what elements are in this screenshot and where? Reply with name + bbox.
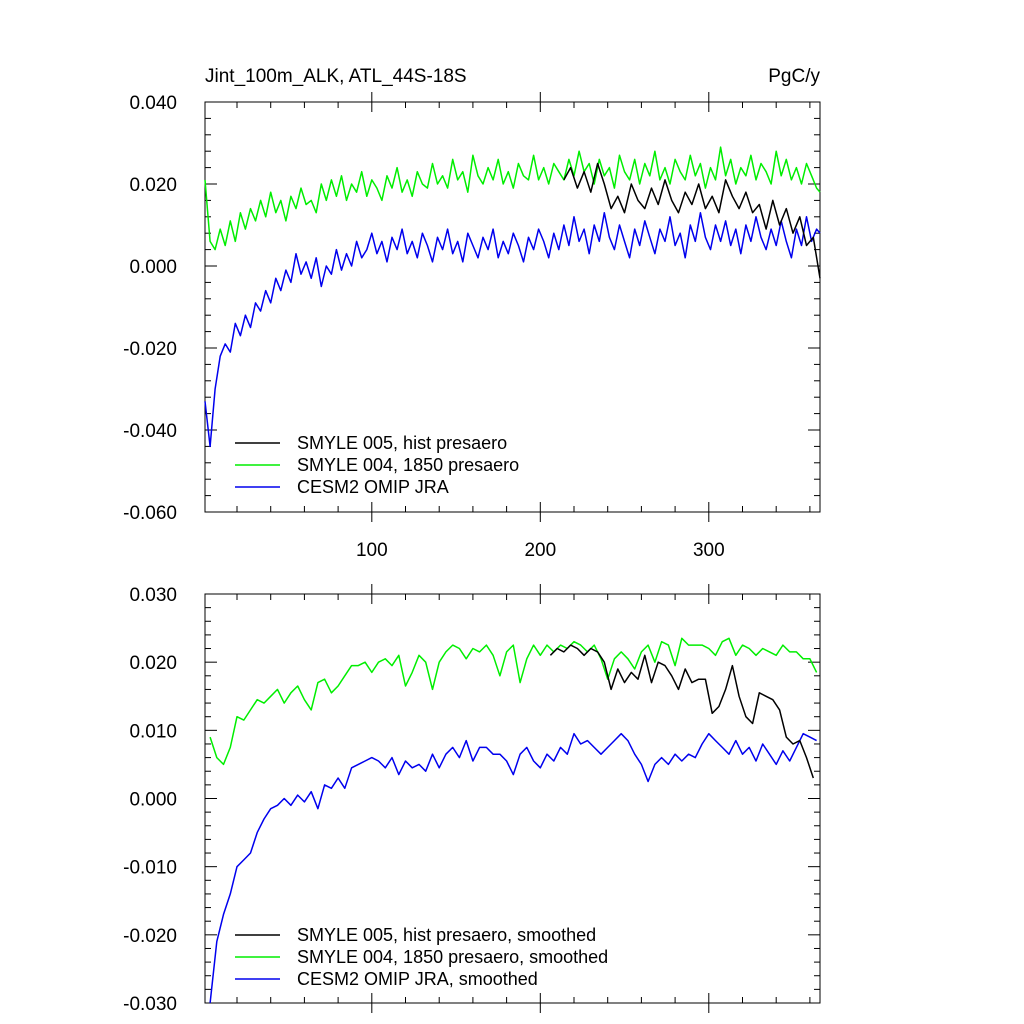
y-tick-label: 0.020 (129, 175, 177, 196)
legend-label: CESM2 OMIP JRA, smoothed (297, 969, 538, 989)
y-tick-label: -0.020 (123, 339, 177, 360)
series-line-2 (209, 732, 817, 1004)
y-tick-label: 0.040 (129, 93, 177, 114)
legend-label: CESM2 OMIP JRA (297, 477, 449, 497)
y-tick-label: 0.020 (129, 653, 177, 674)
chart-title: Jint_100m_ALK, ATL_44S-18S (205, 66, 467, 87)
y-tick-label: -0.040 (123, 421, 177, 442)
x-tick-label: 100 (356, 540, 388, 561)
y-tick-label: -0.060 (123, 503, 177, 524)
series-line-0 (563, 162, 821, 279)
y-tick-label: -0.020 (123, 926, 177, 947)
units-label: PgC/y (768, 66, 820, 87)
top-panel: -0.060 -0.040 -0.020 0.000 0.020 0.040 100 200 3… (123, 92, 821, 561)
y-tick-label: -0.010 (123, 858, 177, 879)
y-tick-label: -0.030 (123, 994, 177, 1015)
series-line-2 (204, 211, 821, 448)
plot-frame (204, 101, 821, 513)
legend-label: SMYLE 005, hist presaero (297, 433, 507, 453)
y-tick-label: 0.000 (129, 790, 177, 811)
y-tick-label: 0.010 (129, 721, 177, 742)
legend-label: SMYLE 004, 1850 presaero, smoothed (297, 947, 608, 967)
series-line-1 (204, 146, 821, 251)
legend-label: SMYLE 005, hist presaero, smoothed (297, 925, 596, 945)
x-tick-label: 200 (524, 540, 556, 561)
series-line-1 (209, 637, 818, 766)
y-tick-label: 0.000 (129, 257, 177, 278)
x-tick-label: 300 (693, 540, 725, 561)
y-tick-label: 0.030 (129, 585, 177, 606)
legend-label: SMYLE 004, 1850 presaero (297, 455, 519, 475)
series-line-0 (549, 644, 815, 779)
bottom-panel: -0.030 -0.020 -0.010 0.000 0.010 0.020 0.030 SM… (123, 584, 821, 1015)
